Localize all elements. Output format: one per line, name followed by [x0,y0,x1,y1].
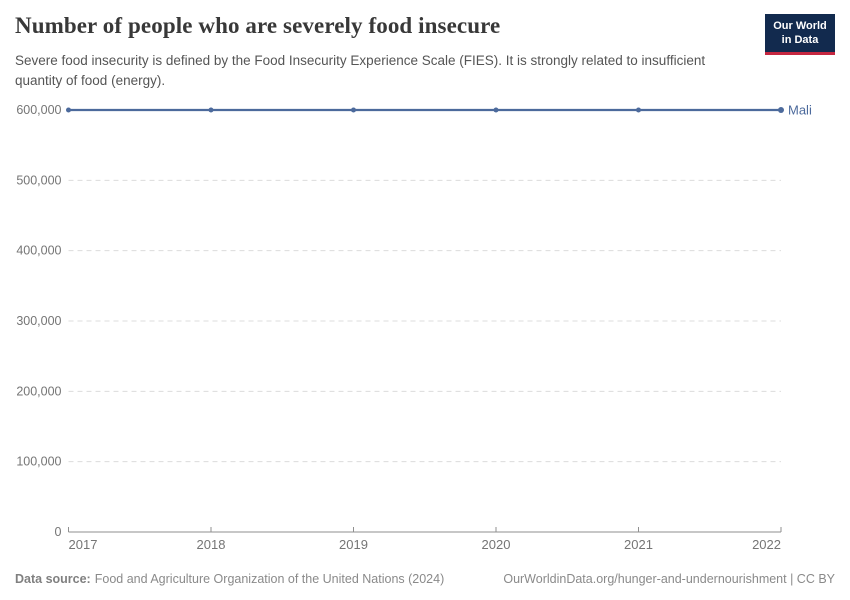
x-axis-label: 2020 [482,537,511,552]
y-axis-label: 100,000 [16,455,61,469]
data-point-marker[interactable] [778,107,784,113]
chart-subtitle: Severe food insecurity is defined by the… [15,53,706,89]
x-axis-label: 2021 [624,537,653,552]
x-axis-label: 2019 [339,537,368,552]
y-axis-label: 0 [55,525,62,539]
chart-footer: Data source: Food and Agriculture Organiz… [15,572,835,586]
data-point-marker[interactable] [66,107,71,113]
y-axis-label: 600,000 [16,103,61,117]
data-point-marker[interactable] [493,107,499,113]
x-axis-label: 2018 [197,537,226,552]
y-axis-label: 500,000 [16,173,61,187]
data-point-marker[interactable] [351,107,356,113]
x-axis-label: 2017 [69,537,98,552]
series-label-mali[interactable]: Mali [788,103,812,118]
y-axis-label: 400,000 [16,244,61,258]
data-point-marker[interactable] [208,107,214,113]
x-axis-label: 2022 [752,537,781,552]
owid-logo-line1: Our World [773,20,827,32]
y-axis-label: 300,000 [16,314,61,328]
y-axis-label: 200,000 [16,384,61,398]
data-source-text: Food and Agriculture Organization of the… [94,572,445,586]
data-point-marker[interactable] [636,107,641,113]
data-source: Data source: Food and Agriculture Organiz… [15,572,444,586]
owid-logo-line2: in Data [781,34,819,47]
owid-logo[interactable]: Our World in Data [765,14,835,55]
page-title: Number of people who are severely food i… [15,13,501,38]
license-link[interactable]: OurWorldinData.org/hunger-and-undernouri… [503,572,835,586]
data-source-label: Data source: [15,572,91,586]
